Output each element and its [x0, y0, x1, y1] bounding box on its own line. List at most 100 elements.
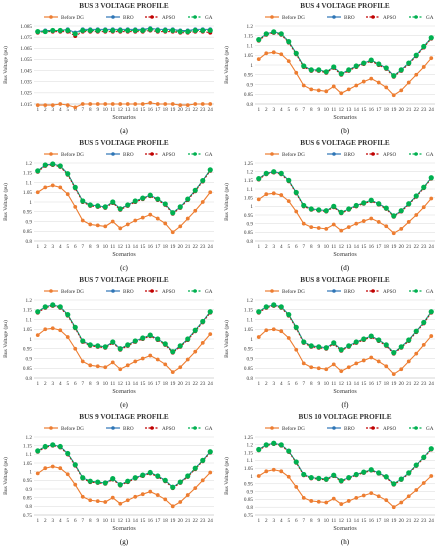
x-tick-label: 17 — [376, 107, 382, 113]
x-tick-label: 20 — [178, 381, 184, 387]
data-point-ga — [132, 338, 138, 344]
data-point-ga — [102, 480, 108, 486]
data-point-ga — [286, 312, 292, 318]
data-point-ga — [368, 333, 374, 339]
data-point-before-dg — [376, 359, 381, 364]
x-tick-label: 3 — [272, 107, 275, 113]
data-point-before-dg — [414, 72, 419, 77]
data-point-ga — [65, 171, 71, 177]
data-point-ga — [316, 344, 322, 350]
x-tick-label: 9 — [96, 107, 99, 113]
x-tick-label: 22 — [414, 518, 420, 524]
y-tick-label: 1.045 — [20, 68, 32, 74]
x-tick-label: 22 — [193, 381, 199, 387]
x-tick-label: 21 — [406, 518, 412, 524]
x-tick-label: 12 — [118, 244, 124, 250]
data-point-ga — [271, 302, 277, 308]
x-tick-label: 19 — [391, 107, 397, 113]
x-tick-label: 9 — [317, 381, 320, 387]
data-point-before-dg — [88, 498, 93, 503]
data-point-ga — [185, 28, 191, 35]
data-point-before-dg — [43, 466, 48, 471]
x-tick-label: 14 — [354, 244, 360, 250]
data-point-before-dg — [346, 87, 351, 92]
data-point-ga — [308, 206, 314, 212]
data-point-ga — [57, 163, 63, 169]
x-tick-label: 24 — [208, 107, 214, 113]
y-tick-label: 1.1 — [247, 317, 254, 323]
data-point-before-dg — [346, 499, 351, 503]
x-tick-label: 6 — [74, 381, 77, 387]
legend: Before DG BRO APSO GA — [44, 151, 213, 158]
data-point-ga — [170, 210, 176, 216]
chart-panel-7: BUS 9 VOLTAGE PROFILE Before DG BRO APSO GA 0… — [2, 413, 214, 546]
legend-label-apso: APSO — [162, 152, 176, 158]
series-line-before-dg — [37, 327, 211, 373]
x-tick-label: 8 — [310, 244, 313, 250]
data-point-before-dg — [103, 500, 108, 504]
legend-label-ga: GA — [426, 15, 434, 21]
legend-marker-bro — [111, 289, 115, 293]
y-tick-label: 0.95 — [244, 347, 253, 353]
data-point-ga — [185, 196, 191, 202]
series-line-before-dg — [258, 192, 432, 234]
x-tick-label: 8 — [310, 381, 313, 387]
chart-title: BUS 3 VOLTAGE PROFILE — [79, 2, 169, 10]
x-tick-label: 17 — [155, 244, 161, 250]
chart-title: BUS 5 VOLTAGE PROFILE — [79, 139, 169, 147]
data-point-ga — [177, 479, 183, 485]
x-tick-label: 17 — [376, 381, 382, 387]
data-point-before-dg — [279, 52, 284, 57]
data-point-ga — [95, 343, 101, 349]
x-axis-label: Scenarios — [333, 389, 357, 395]
data-point-ga — [155, 336, 161, 342]
x-tick-label: 11 — [331, 381, 336, 387]
data-point-before-dg — [309, 87, 314, 92]
data-point-ga — [200, 27, 206, 34]
x-tick-label: 20 — [178, 107, 184, 113]
x-tick-label: 17 — [155, 518, 161, 524]
legend-marker-apso — [371, 152, 375, 156]
x-tick-label: 22 — [414, 244, 420, 250]
data-point-before-dg — [376, 494, 381, 499]
data-point-ga — [301, 339, 307, 345]
x-tick-label: 14 — [354, 107, 360, 113]
data-point-before-dg — [163, 221, 168, 226]
legend-marker-before-dg — [270, 289, 274, 293]
x-tick-label: 17 — [155, 381, 161, 387]
data-point-ga — [338, 478, 344, 484]
x-tick-label: 7 — [81, 518, 84, 524]
data-point-before-dg — [125, 222, 130, 227]
x-tick-label: 19 — [391, 244, 397, 250]
data-point-ga — [398, 476, 404, 482]
data-point-before-dg — [73, 482, 78, 487]
x-axis-label: Scenarios — [112, 115, 136, 121]
data-point-before-dg — [384, 85, 389, 90]
x-tick-label: 23 — [200, 107, 206, 113]
x-tick-label: 3 — [272, 244, 275, 250]
data-point-before-dg — [384, 364, 389, 369]
data-point-ga — [256, 176, 262, 182]
data-point-before-dg — [58, 328, 63, 333]
legend: Before DG BRO APSO GA — [44, 14, 213, 21]
data-point-ga — [207, 449, 213, 455]
data-point-before-dg — [264, 192, 269, 197]
x-tick-label: 6 — [74, 518, 77, 524]
y-tick-label: 1.15 — [23, 443, 32, 449]
data-point-before-dg — [178, 103, 183, 108]
data-point-before-dg — [43, 185, 48, 190]
data-point-before-dg — [339, 369, 344, 374]
x-tick-label: 21 — [406, 381, 412, 387]
data-point-ga — [72, 184, 78, 190]
data-point-before-dg — [95, 364, 100, 369]
y-tick-label: 1.05 — [23, 461, 32, 467]
data-point-ga — [406, 60, 412, 66]
data-point-before-dg — [58, 102, 63, 106]
y-tick-label: 1.2 — [247, 169, 254, 175]
x-tick-label: 21 — [406, 107, 412, 113]
x-tick-label: 8 — [89, 107, 92, 113]
legend-label-before-dg: Before DG — [282, 288, 305, 295]
x-tick-label: 13 — [125, 518, 131, 524]
data-point-ga — [383, 65, 389, 71]
